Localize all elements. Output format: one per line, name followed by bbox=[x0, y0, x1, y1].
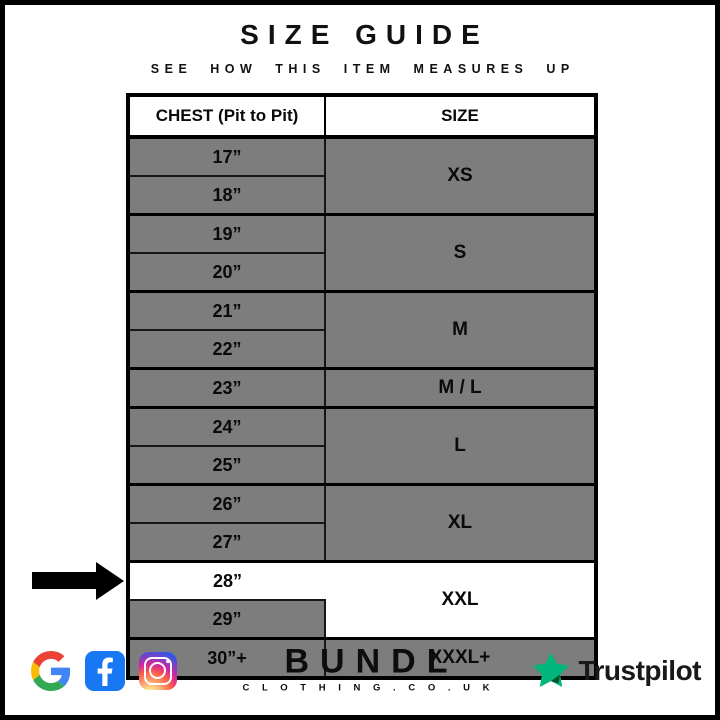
trustpilot-logo[interactable]: Trustpilot bbox=[531, 651, 701, 691]
trustpilot-star-icon bbox=[533, 651, 570, 687]
table-row: 25” bbox=[128, 446, 596, 486]
chest-cell-29: 29” bbox=[128, 600, 326, 640]
page-subtitle: SEE HOW THIS ITEM MEASURES UP bbox=[150, 62, 575, 76]
chest-column-header: CHEST (Pit to Pit) bbox=[128, 95, 325, 139]
size-cell-m-l: M / L bbox=[325, 368, 596, 409]
chest-cell-24: 24” bbox=[128, 407, 326, 447]
table-row: 19” S bbox=[128, 214, 596, 293]
chest-cell-26: 26” bbox=[128, 484, 326, 524]
page-title: SIZE GUIDE bbox=[240, 19, 489, 50]
brand-logo: BUNDL C L O T H I N G . C O . U K bbox=[238, 645, 495, 694]
table-section: CHEST (Pit to Pit) SIZE 17” XS 18” 19” S… bbox=[32, 93, 598, 680]
size-cell-m: M bbox=[325, 291, 596, 370]
chest-cell-23: 23” bbox=[128, 368, 326, 409]
table-row: 21” M bbox=[128, 291, 596, 370]
instagram-flash-dot bbox=[166, 659, 170, 663]
highlight-arrow bbox=[32, 561, 124, 600]
size-guide-table: CHEST (Pit to Pit) SIZE 17” XS 18” 19” S… bbox=[126, 93, 598, 680]
size-cell-xxl: XXL bbox=[325, 561, 596, 640]
instagram-icon[interactable] bbox=[139, 652, 177, 690]
instagram-lens bbox=[149, 662, 166, 679]
chest-cell-18: 18” bbox=[128, 176, 326, 216]
table-row: 22” bbox=[128, 330, 596, 370]
chest-cell-20: 20” bbox=[128, 253, 326, 293]
facebook-icon[interactable] bbox=[85, 651, 125, 691]
table-header-row: CHEST (Pit to Pit) SIZE bbox=[128, 95, 596, 139]
google-icon[interactable] bbox=[31, 651, 71, 691]
table-row-highlighted: 28” XXL bbox=[128, 561, 596, 640]
size-cell-xs: XS bbox=[325, 137, 596, 216]
arrow-head-icon bbox=[96, 561, 124, 600]
table-row: 18” bbox=[128, 176, 596, 216]
table-row: 24” L bbox=[128, 407, 596, 486]
table-row: 27” bbox=[128, 523, 596, 563]
social-icons bbox=[31, 651, 177, 691]
chest-cell-25: 25” bbox=[128, 446, 326, 486]
brand-domain: C L O T H I N G . C O . U K bbox=[242, 682, 495, 694]
chest-cell-27: 27” bbox=[128, 523, 326, 563]
chest-cell-28: 28” bbox=[128, 561, 325, 601]
chest-cell-19: 19” bbox=[128, 214, 326, 254]
trustpilot-label: Trustpilot bbox=[578, 655, 701, 686]
size-cell-l: L bbox=[325, 407, 596, 486]
table-row: 23” M / L bbox=[128, 368, 596, 409]
table-row: 20” bbox=[128, 253, 596, 293]
chest-cell-22: 22” bbox=[128, 330, 326, 370]
table-row: 26” XL bbox=[128, 484, 596, 563]
size-cell-s: S bbox=[325, 214, 596, 293]
table-row: 29” bbox=[128, 600, 596, 640]
brand-name: BUNDL bbox=[284, 642, 459, 681]
instagram-camera-outline bbox=[144, 657, 172, 685]
size-column-header: SIZE bbox=[324, 95, 596, 139]
table-row: 17” XS bbox=[128, 137, 596, 216]
chest-cell-17: 17” bbox=[128, 137, 326, 177]
footer: BUNDL C L O T H I N G . C O . U K Trustp… bbox=[31, 639, 701, 703]
arrow-shaft bbox=[32, 572, 96, 590]
size-cell-xl: XL bbox=[325, 484, 596, 563]
chest-cell-21: 21” bbox=[128, 291, 326, 331]
